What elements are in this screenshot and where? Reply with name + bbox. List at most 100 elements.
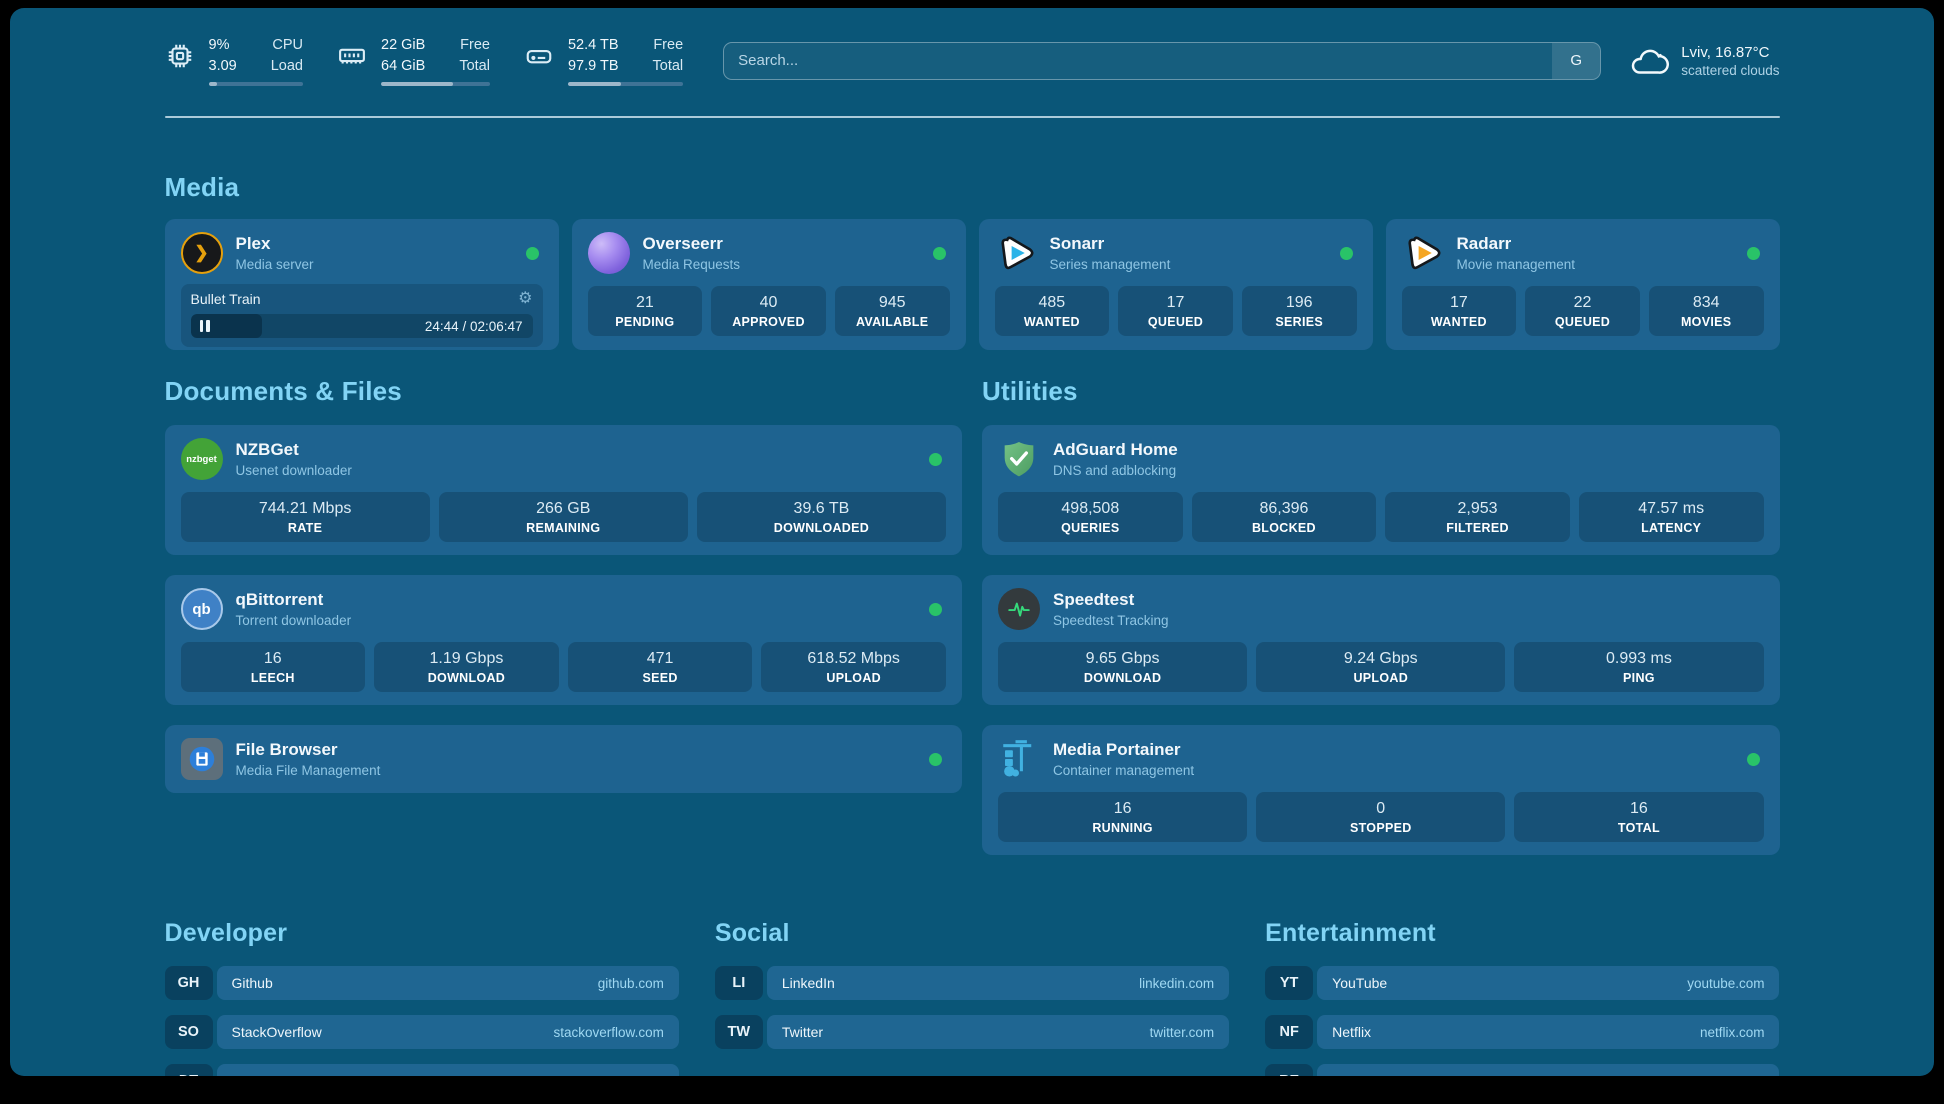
cpu-usage-value: 9% — [208, 37, 230, 53]
bookmark-twitter[interactable]: TW Twitter twitter.com — [714, 1015, 1230, 1050]
gear-icon[interactable]: ⚙ — [518, 290, 533, 308]
plex-session-widget: Bullet Train ⚙ 24:44 / 02:06:47 — [180, 284, 543, 348]
stat-filtered: 2,953 FILTERED — [1385, 492, 1570, 543]
bookmark-dev[interactable]: DT DEV dev.to — [164, 1064, 679, 1076]
service-card-qbittorrent[interactable]: qb qBittorrent Torrent downloader 16 LEE… — [164, 575, 962, 706]
service-name: NZBGet — [235, 440, 299, 460]
weather-widget[interactable]: Lviv, 16.87°C scattered clouds — [1629, 43, 1780, 78]
bookmark-netflix[interactable]: NF Netflix netflix.com — [1265, 1015, 1780, 1050]
memory-free-label: Free — [460, 37, 490, 53]
service-card-portainer[interactable]: Media Portainer Container management 16 … — [982, 725, 1780, 856]
status-dot — [929, 752, 942, 766]
resource-cpu: 9% 3.09 CPU Load — [165, 35, 303, 87]
bookmark-url: github.com — [597, 975, 664, 991]
bookmark-name: Reddit — [1332, 1073, 1372, 1076]
service-name: AdGuard Home — [1053, 440, 1178, 460]
pause-button[interactable] — [199, 314, 210, 338]
section-title-entertainment: Entertainment — [1265, 919, 1436, 948]
stat-downloaded: 39.6 TB DOWNLOADED — [696, 492, 947, 543]
bookmark-abbr: SO — [164, 1015, 213, 1050]
bookmark-url: netflix.com — [1699, 1024, 1765, 1040]
status-dot — [1746, 752, 1760, 766]
service-description: Media File Management — [235, 763, 381, 779]
stat-wanted: 17 WANTED — [1401, 286, 1517, 337]
stat-download: 9.65 Gbps DOWNLOAD — [998, 642, 1248, 693]
memory-free-value: 22 GiB — [381, 37, 426, 53]
service-card-adguard[interactable]: AdGuard Home DNS and adblocking 498,508 … — [982, 425, 1780, 556]
bookmark-linkedin[interactable]: LI LinkedIn linkedin.com — [714, 966, 1230, 1001]
stat-blocked: 86,396 BLOCKED — [1191, 492, 1377, 543]
section-title-media: Media — [164, 172, 240, 203]
stat-available: 945 AVAILABLE — [834, 286, 950, 337]
service-description: Container management — [1053, 763, 1195, 779]
filebrowser-icon — [180, 738, 223, 781]
service-name: Radarr — [1456, 234, 1512, 254]
memory-icon — [339, 48, 365, 64]
top-bar: 9% 3.09 CPU Load — [165, 35, 1780, 87]
qbittorrent-icon: qb — [180, 588, 223, 631]
bookmark-name: YouTube — [1332, 975, 1388, 992]
cpu-progress-bar — [208, 82, 303, 87]
bookmark-stackoverflow[interactable]: SO StackOverflow stackoverflow.com — [164, 1015, 679, 1050]
adguard-shield-icon — [998, 438, 1040, 480]
service-description: Media server — [235, 257, 314, 273]
service-card-radarr[interactable]: Radarr Movie management 17 WANTED 22 QUE… — [1385, 219, 1780, 351]
resource-disk: 52.4 TB 97.9 TB Free Total — [524, 35, 684, 87]
search-engine-button[interactable]: G — [1552, 42, 1601, 79]
service-description: DNS and adblocking — [1053, 463, 1177, 479]
service-card-nzbget[interactable]: nzbget NZBGet Usenet downloader 744.21 M… — [164, 425, 962, 556]
stat-wanted: 485 WANTED — [994, 286, 1110, 337]
media-grid: ❯ Plex Media server Bullet Train ⚙ — [164, 219, 1780, 351]
cloud-icon — [1631, 49, 1670, 74]
stat-rate: 744.21 Mbps RATE — [180, 492, 430, 543]
search-bar[interactable]: G — [723, 41, 1602, 80]
stat-pending: 21 PENDING — [587, 286, 703, 337]
bookmark-group-entertainment: Entertainment YT YouTube youtube.com NF … — [1265, 919, 1780, 1076]
service-description: Torrent downloader — [235, 613, 352, 629]
speedtest-pulse-icon — [998, 588, 1040, 631]
weather-location-temp: Lviv, 16.87°C — [1681, 43, 1770, 61]
service-description: Speedtest Tracking — [1053, 613, 1169, 629]
cpu-icon — [168, 44, 191, 68]
bookmark-youtube[interactable]: YT YouTube youtube.com — [1265, 966, 1780, 1001]
cpu-load-label: Load — [270, 58, 303, 75]
bookmark-name: LinkedIn — [781, 975, 835, 992]
stat-leech: 16 LEECH — [180, 642, 366, 693]
section-title-social: Social — [714, 919, 790, 948]
stat-seed: 471 SEED — [567, 642, 753, 693]
memory-total-value: 64 GiB — [381, 58, 426, 75]
nzbget-icon: nzbget — [180, 438, 223, 481]
stat-ping: 0.993 ms PING — [1514, 642, 1764, 693]
bookmark-group-social: Social LI LinkedIn linkedin.com TW Twitt… — [714, 919, 1230, 1076]
search-input[interactable] — [724, 42, 1553, 79]
bookmark-abbr: NF — [1265, 1015, 1314, 1050]
stat-movies: 834 MOVIES — [1648, 286, 1764, 337]
sonarr-icon — [995, 232, 1037, 274]
bookmark-url: linkedin.com — [1139, 975, 1215, 991]
service-card-plex[interactable]: ❯ Plex Media server Bullet Train ⚙ — [164, 219, 559, 351]
bookmark-name: Github — [231, 975, 273, 992]
cpu-load-value: 3.09 — [208, 58, 237, 75]
bookmark-group-developer: Developer GH Github github.com SO StackO… — [164, 919, 679, 1076]
service-description: Media Requests — [642, 257, 741, 273]
weather-condition: scattered clouds — [1681, 62, 1780, 78]
playback-progress-bar[interactable]: 24:44 / 02:06:47 — [190, 314, 533, 339]
overseerr-icon — [587, 232, 630, 275]
status-dot — [1746, 246, 1760, 260]
stat-upload: 9.24 Gbps UPLOAD — [1256, 642, 1506, 693]
service-card-overseerr[interactable]: Overseerr Media Requests 21 PENDING 40 A… — [571, 219, 966, 351]
section-title-utilities: Utilities — [982, 376, 1078, 407]
bookmark-name: StackOverflow — [231, 1024, 322, 1041]
status-dot — [929, 452, 942, 466]
bookmark-reddit[interactable]: RE Reddit reddit.com — [1265, 1064, 1780, 1076]
status-dot — [525, 246, 539, 260]
portainer-crane-icon — [998, 738, 1040, 780]
disk-free-label: Free — [653, 37, 684, 53]
bookmark-abbr: LI — [714, 966, 763, 1001]
service-description: Series management — [1049, 257, 1171, 273]
bookmark-github[interactable]: GH Github github.com — [164, 966, 679, 1001]
service-card-sonarr[interactable]: Sonarr Series management 485 WANTED 17 Q… — [978, 219, 1373, 351]
service-card-speedtest[interactable]: Speedtest Speedtest Tracking 9.65 Gbps D… — [982, 575, 1780, 706]
service-card-filebrowser[interactable]: File Browser Media File Management — [164, 725, 962, 794]
disk-total-label: Total — [652, 58, 684, 75]
